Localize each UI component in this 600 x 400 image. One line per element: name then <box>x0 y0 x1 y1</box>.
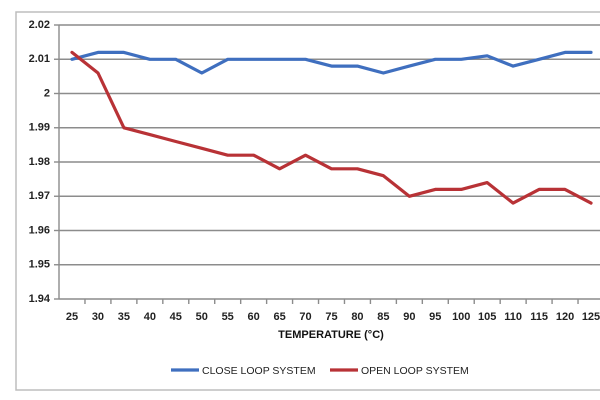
y-tick-label: 1.97 <box>29 190 50 202</box>
x-tick-label: 125 <box>582 311 600 323</box>
y-tick-labels: 1.94 1.95 1.96 1.97 1.98 1.99 2 2.01 2.02 <box>29 19 51 305</box>
x-tick-label: 90 <box>403 311 415 323</box>
chart-frame <box>15 11 600 391</box>
x-tick-label: 105 <box>478 311 496 323</box>
y-tick-label: 1.94 <box>29 293 51 305</box>
y-tick-label: 1.99 <box>29 122 50 134</box>
y-tick-label: 1.95 <box>29 259 50 271</box>
x-tick-label: 30 <box>92 311 104 323</box>
legend: CLOSE LOOP SYSTEM OPEN LOOP SYSTEM <box>171 365 469 377</box>
legend-item-open-loop[interactable]: OPEN LOOP SYSTEM <box>330 365 469 377</box>
x-tick-label: 85 <box>377 311 389 323</box>
x-tick-label: 75 <box>325 311 337 323</box>
y-tick-label: 1.96 <box>29 224 50 236</box>
x-tick-label: 35 <box>118 311 130 323</box>
x-tick-label: 120 <box>556 311 574 323</box>
series-lines <box>70 50 593 205</box>
x-tick-label: 55 <box>222 311 234 323</box>
legend-label-open-loop: OPEN LOOP SYSTEM <box>361 365 469 377</box>
x-tick-label: 70 <box>299 311 311 323</box>
axes <box>58 25 600 304</box>
x-tick-label: 95 <box>429 311 441 323</box>
x-tick-label: 80 <box>351 311 363 323</box>
x-tick-label: 65 <box>273 311 285 323</box>
x-tick-label: 25 <box>66 311 78 323</box>
y-tick-label: 2 <box>44 87 50 99</box>
y-tick-label: 2.01 <box>29 53 50 65</box>
legend-label-close-loop: CLOSE LOOP SYSTEM <box>202 365 316 377</box>
x-tick-label: 115 <box>530 311 548 323</box>
x-tick-label: 100 <box>452 311 470 323</box>
series-line-open-loop-system <box>70 50 593 205</box>
x-tick-label: 45 <box>170 311 182 323</box>
x-tick-label: 50 <box>196 311 208 323</box>
y-tick-label: 1.98 <box>29 156 50 168</box>
x-tick-labels: 25 30 35 40 45 50 55 60 65 70 75 80 85 90 95 100 105 110 1… <box>66 311 600 323</box>
legend-item-close-loop[interactable]: CLOSE LOOP SYSTEM <box>171 365 316 377</box>
y-tick-label: 2.02 <box>29 19 50 31</box>
x-tick-label: 110 <box>504 311 522 323</box>
x-axis-label: TEMPERATURE (°C) <box>278 329 384 341</box>
x-tick-label: 60 <box>248 311 260 323</box>
x-tick-label: 40 <box>144 311 156 323</box>
